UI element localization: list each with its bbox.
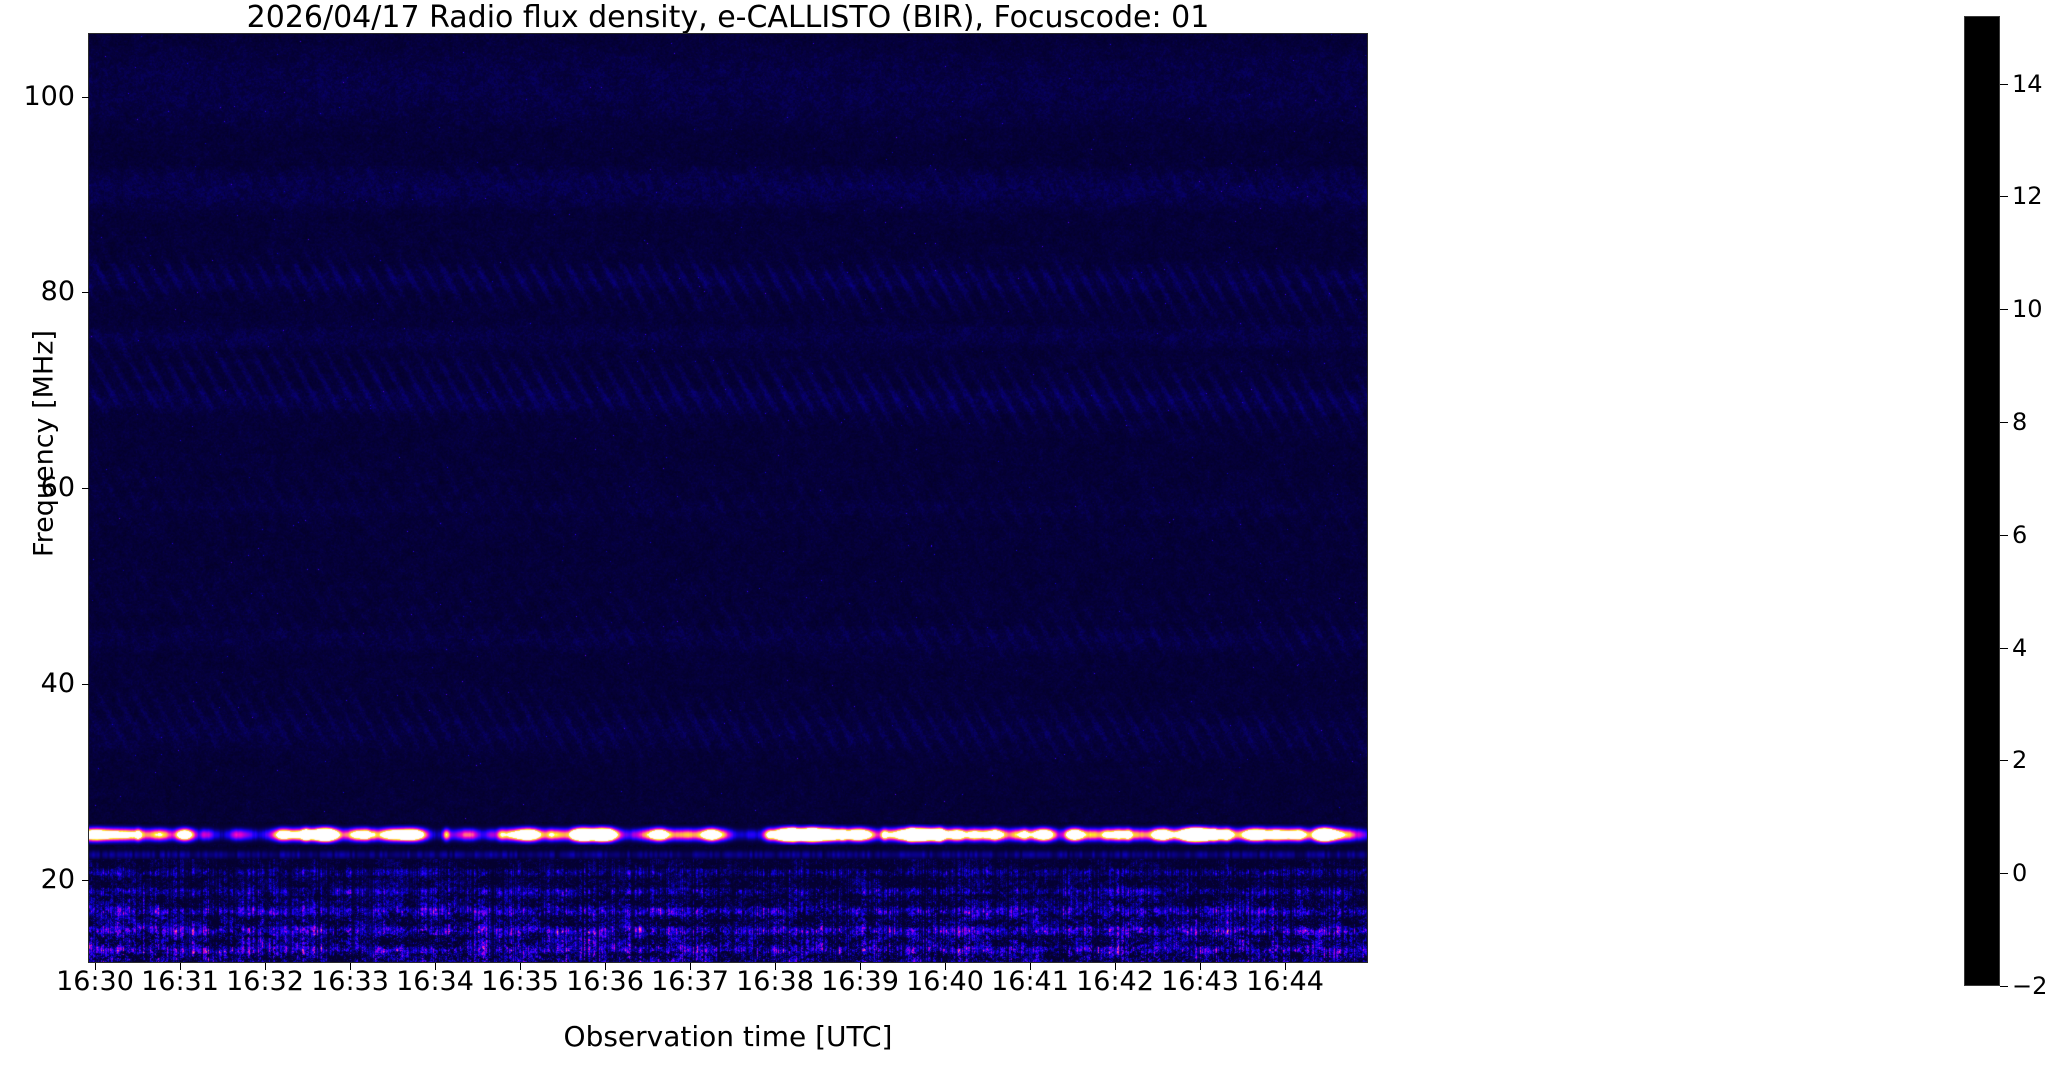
x-tick-mark — [435, 963, 436, 970]
colorbar-tick-mark — [2000, 760, 2008, 762]
colorbar-tick-label: 14 — [2012, 69, 2043, 98]
y-tick-label: 60 — [40, 472, 75, 504]
colorbar-tick-label: −2 — [2012, 972, 2048, 1000]
y-tick-label: 40 — [40, 668, 75, 699]
x-tick-mark — [1030, 963, 1031, 970]
x-tick-mark — [775, 963, 776, 970]
x-tick-label: 16:42 — [1076, 966, 1154, 997]
x-tick-label: 16:40 — [906, 966, 984, 997]
colorbar-tick-mark — [2000, 196, 2008, 198]
colorbar-tick-mark — [2000, 873, 2008, 875]
colorbar-tick-label: 6 — [2012, 520, 2028, 549]
spectrogram-image — [88, 33, 1368, 963]
x-tick-label: 16:34 — [396, 966, 474, 997]
x-tick-label: 16:37 — [651, 966, 729, 997]
x-tick-label: 16:41 — [991, 966, 1069, 997]
colorbar-tick-mark — [2000, 986, 2008, 987]
y-tick-label: 100 — [23, 80, 75, 112]
x-tick-label: 16:43 — [1161, 966, 1239, 997]
x-tick-label: 16:33 — [311, 966, 389, 997]
colorbar-tick-mark — [2000, 83, 2008, 85]
x-tick-mark — [180, 963, 181, 970]
y-tick-mark — [82, 488, 89, 490]
x-tick-mark — [350, 963, 351, 970]
x-tick-mark — [1285, 963, 1286, 970]
y-tick-mark — [82, 879, 89, 881]
x-tick-mark — [95, 963, 96, 970]
x-tick-label: 16:35 — [481, 966, 559, 997]
y-tick-mark — [82, 684, 89, 685]
x-tick-mark — [860, 963, 861, 970]
x-tick-label: 16:36 — [566, 966, 644, 997]
x-tick-mark — [690, 963, 691, 970]
colorbar-tick-label: 12 — [2012, 182, 2043, 211]
x-tick-label: 16:32 — [226, 966, 304, 997]
colorbar-tick-mark — [2000, 422, 2008, 424]
y-axis-label: Frequency [MHz] — [28, 330, 60, 557]
colorbar-tick-mark — [2000, 534, 2008, 536]
colorbar-tick-label: 0 — [2012, 859, 2028, 888]
x-tick-mark — [1200, 963, 1201, 970]
x-tick-label: 16:30 — [56, 966, 134, 997]
x-tick-mark — [945, 963, 946, 970]
y-tick-label: 20 — [40, 863, 75, 895]
colorbar[interactable] — [1964, 16, 2000, 986]
spectrogram-plot-area[interactable] — [88, 33, 1368, 963]
x-axis-label: Observation time [UTC] — [563, 1020, 893, 1053]
x-tick-label: 16:44 — [1246, 966, 1324, 997]
x-tick-label: 16:39 — [821, 966, 899, 997]
x-tick-label: 16:31 — [141, 966, 219, 997]
colorbar-tick-label: 4 — [2012, 633, 2028, 662]
x-tick-mark — [520, 963, 521, 970]
colorbar-tick-label: 8 — [2012, 408, 2028, 437]
page-title: 2026/04/17 Radio flux density, e-CALLIST… — [246, 0, 1210, 35]
colorbar-tick-mark — [2000, 309, 2008, 311]
y-tick-mark — [82, 96, 89, 98]
colorbar-tick-label: 10 — [2012, 295, 2043, 324]
colorbar-tick-mark — [2000, 647, 2008, 649]
colorbar-gradient — [1964, 16, 2000, 986]
colorbar-tick-label: 2 — [2012, 746, 2028, 775]
x-tick-mark — [265, 963, 266, 970]
y-tick-mark — [82, 292, 89, 294]
x-tick-mark — [1115, 963, 1116, 970]
x-tick-mark — [605, 963, 606, 970]
y-tick-label: 80 — [40, 276, 75, 308]
x-tick-label: 16:38 — [736, 966, 814, 997]
